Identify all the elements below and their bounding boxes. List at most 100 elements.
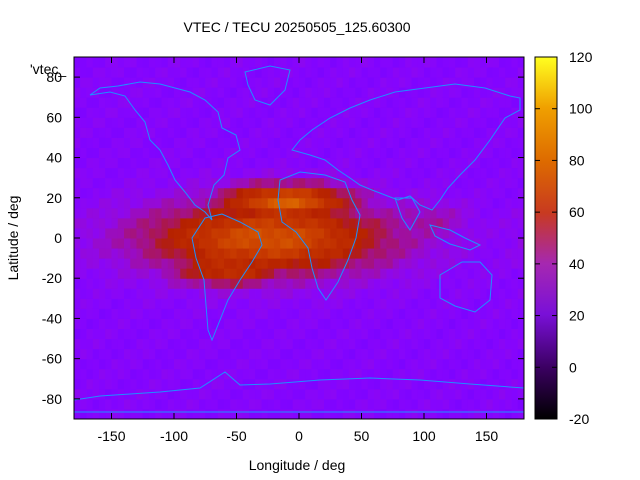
heatmap-cell: [299, 238, 306, 249]
heatmap-cell: [349, 147, 356, 159]
heatmap-cell: [180, 348, 187, 360]
heatmap-cell: [280, 368, 287, 380]
heatmap-cell: [305, 238, 312, 249]
heatmap-cell: [317, 137, 325, 148]
heatmap-cell: [92, 167, 100, 179]
heatmap-cell: [267, 87, 275, 98]
heatmap-cell: [267, 217, 275, 229]
heatmap-cell: [167, 177, 175, 189]
heatmap-cell: [124, 358, 131, 370]
heatmap-cell: [311, 197, 319, 209]
heatmap-cell: [99, 238, 106, 249]
heatmap-cell: [255, 97, 262, 108]
heatmap-cell: [242, 258, 250, 269]
heatmap-cell: [80, 348, 87, 360]
heatmap-cell: [192, 107, 200, 118]
heatmap-cell: [442, 348, 450, 360]
heatmap-cell: [224, 197, 231, 209]
heatmap-cell: [136, 87, 144, 98]
heatmap-cell: [449, 268, 456, 279]
heatmap-cell: [149, 248, 156, 259]
colorbar-tick-label: -20: [569, 411, 589, 427]
heatmap-cell: [167, 187, 175, 199]
heatmap-cell: [155, 167, 162, 179]
heatmap-cell: [511, 77, 519, 88]
heatmap-cell: [355, 57, 362, 68]
heatmap-cell: [474, 67, 481, 78]
heatmap-cell: [492, 77, 500, 88]
heatmap-cell: [480, 268, 487, 279]
heatmap-cell: [280, 197, 287, 209]
heatmap-cell: [411, 298, 419, 309]
heatmap-cell: [236, 378, 244, 390]
heatmap-cell: [380, 388, 387, 400]
heatmap-cell: [517, 87, 524, 98]
heatmap-cell: [317, 258, 325, 269]
heatmap-cell: [155, 388, 162, 400]
heatmap-cell: [499, 368, 506, 380]
heatmap-cell: [411, 318, 419, 329]
heatmap-cell: [436, 378, 444, 390]
heatmap-cell: [467, 177, 475, 189]
heatmap-cell: [80, 217, 87, 229]
heatmap-cell: [99, 87, 106, 98]
heatmap-cell: [205, 288, 212, 299]
heatmap-cell: [499, 67, 506, 78]
heatmap-cell: [480, 378, 487, 390]
heatmap-cell: [174, 398, 181, 410]
heatmap-cell: [380, 67, 387, 78]
heatmap-cell: [305, 378, 312, 390]
heatmap-cell: [142, 217, 150, 229]
heatmap-cell: [249, 328, 256, 340]
heatmap-cell: [386, 388, 394, 400]
heatmap-cell: [267, 268, 275, 279]
heatmap-cell: [74, 308, 81, 319]
heatmap-cell: [424, 278, 431, 289]
heatmap-cell: [267, 127, 275, 138]
heatmap-cell: [167, 308, 175, 319]
heatmap-cell: [105, 278, 112, 289]
heatmap-cell: [436, 348, 444, 360]
heatmap-cell: [205, 248, 212, 259]
heatmap-cell: [111, 197, 119, 209]
heatmap-cell: [205, 57, 212, 68]
heatmap-cell: [255, 268, 262, 279]
heatmap-cell: [211, 87, 219, 98]
heatmap-cell: [517, 97, 524, 108]
heatmap-cell: [436, 388, 444, 400]
heatmap-cell: [161, 127, 169, 138]
heatmap-cell: [311, 187, 319, 199]
heatmap-cell: [211, 238, 219, 249]
heatmap-cell: [80, 398, 87, 410]
heatmap-cell: [349, 338, 356, 350]
heatmap-cell: [199, 147, 206, 159]
heatmap-cell: [461, 227, 469, 239]
x-axis-label: Longitude / deg: [249, 457, 346, 473]
heatmap-cell: [92, 298, 100, 309]
heatmap-cell: [492, 408, 500, 419]
heatmap-cell: [149, 388, 156, 400]
heatmap-cell: [299, 318, 306, 329]
heatmap-cell: [311, 248, 319, 259]
heatmap-cell: [230, 167, 237, 179]
heatmap-cell: [280, 67, 287, 78]
heatmap-cell: [161, 308, 169, 319]
heatmap-cell: [392, 238, 400, 249]
heatmap-cell: [342, 147, 350, 159]
heatmap-cell: [449, 197, 456, 209]
heatmap-cell: [442, 57, 450, 68]
coast-se-asia: [429, 224, 482, 251]
heatmap-cell: [167, 278, 175, 289]
heatmap-cell: [324, 217, 331, 229]
heatmap-cell: [117, 107, 125, 118]
heatmap-cell: [142, 117, 150, 128]
heatmap-cell: [130, 338, 137, 350]
heatmap-cell: [449, 57, 456, 68]
heatmap-cell: [249, 97, 256, 108]
heatmap-cell: [292, 298, 300, 309]
heatmap-cell: [230, 107, 237, 118]
heatmap-cell: [399, 248, 406, 259]
heatmap-cell: [249, 177, 256, 189]
heatmap-cell: [167, 147, 175, 159]
heatmap-cell: [424, 87, 431, 98]
